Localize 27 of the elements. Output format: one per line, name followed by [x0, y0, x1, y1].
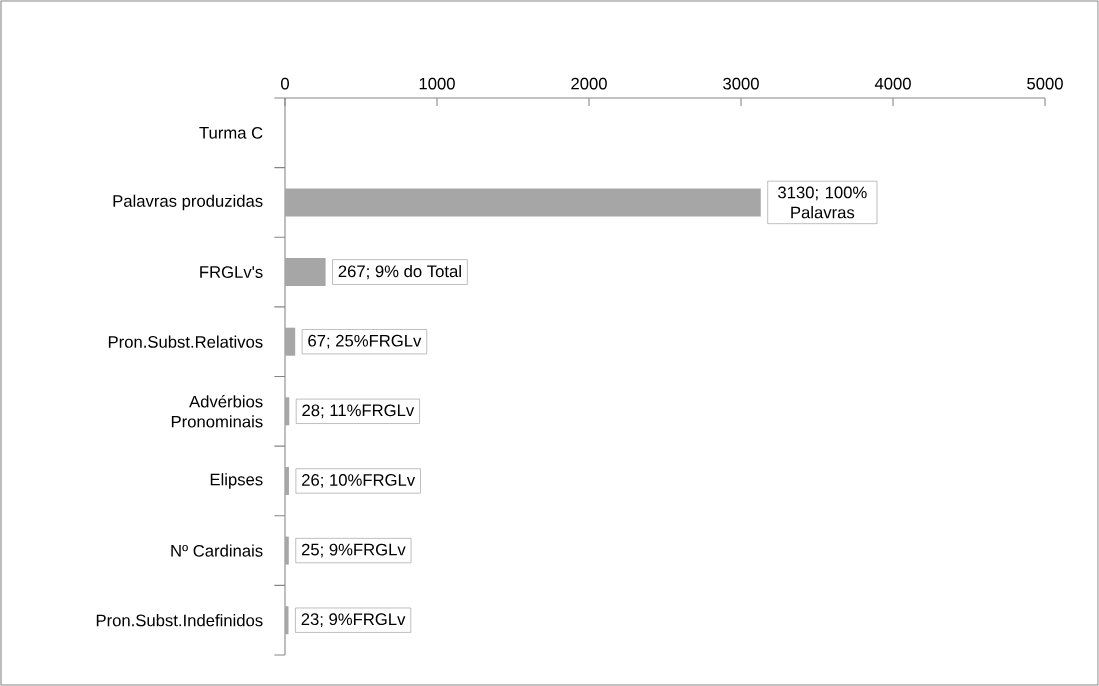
y-tick-label: Elipses	[210, 473, 263, 489]
y-tick-label: Palavras produzidas	[113, 194, 263, 211]
bar	[285, 466, 289, 495]
data-label: 67; 25%FRGLv	[308, 334, 422, 349]
data-label: 23; 9%FRGLv	[301, 613, 406, 628]
bar	[285, 397, 290, 426]
y-tick-label: Pron.Subst.Relativos	[108, 335, 263, 348]
x-tick-label: 0	[281, 77, 289, 90]
x-tick-label: 3000	[723, 77, 759, 90]
x-tick-label: 2000	[571, 77, 607, 90]
y-tick-label: Nº Cardinais	[171, 544, 263, 557]
x-tick-label: 1000	[419, 77, 455, 90]
x-tick-label: 4000	[874, 77, 911, 90]
y-tick-label: Turma C	[199, 126, 263, 139]
data-label: 267; 9% do Total	[338, 264, 461, 280]
bar	[285, 536, 289, 565]
y-tick-label: Advérbios Pronominais	[171, 395, 263, 428]
bar	[285, 188, 761, 217]
data-label: 3130; 100% Palavras	[778, 186, 867, 219]
data-label: 25; 9%FRGLv	[301, 543, 406, 558]
y-tick-label: Pron.Subst.Indefinidos	[96, 614, 263, 627]
bar	[285, 327, 296, 356]
x-tick-label: 5000	[1027, 77, 1063, 90]
data-label: 26; 10%FRGLv	[302, 474, 416, 488]
y-tick-label: FRGLv's	[200, 266, 263, 278]
bar	[285, 258, 326, 287]
data-label: 28; 11%FRGLv	[302, 404, 415, 419]
